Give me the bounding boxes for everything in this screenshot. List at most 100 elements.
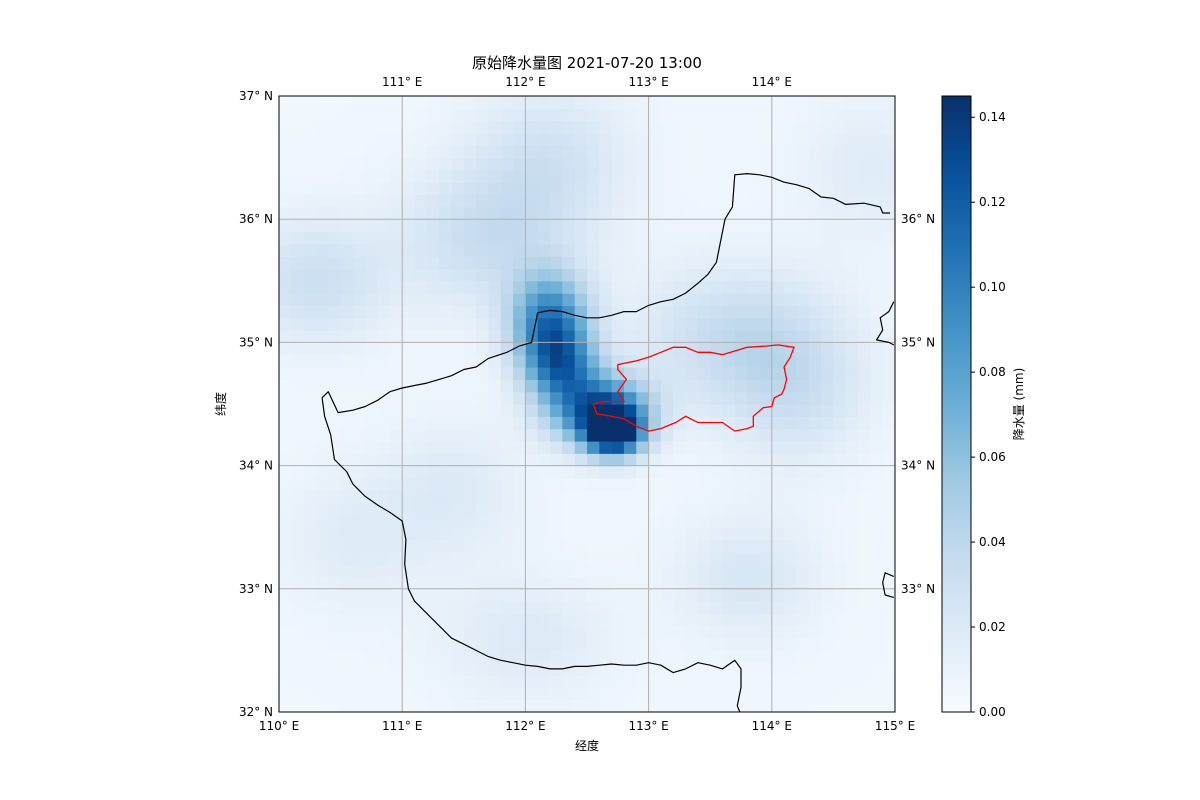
raster-cell	[796, 662, 810, 676]
raster-cell	[784, 662, 798, 676]
raster-cell	[685, 576, 699, 590]
raster-cell	[648, 477, 662, 491]
raster-cell	[537, 354, 551, 368]
raster-cell	[587, 502, 600, 516]
raster-cell	[734, 453, 748, 467]
raster-cell	[673, 330, 687, 343]
raster-cell	[697, 551, 711, 565]
raster-cell	[784, 453, 798, 467]
raster-cell	[426, 514, 440, 528]
raster-cell	[747, 206, 761, 220]
raster-cell	[808, 120, 822, 134]
raster-cell	[697, 687, 711, 701]
raster-cell	[882, 638, 895, 651]
raster-cell	[648, 379, 662, 393]
raster-cell	[710, 625, 724, 639]
raster-cell	[710, 453, 724, 467]
raster-cell	[623, 120, 637, 134]
raster-cell	[377, 514, 391, 528]
raster-cell	[500, 675, 514, 688]
raster-cell	[673, 169, 687, 183]
raster-cell	[858, 231, 871, 245]
raster-cell	[587, 440, 600, 454]
raster-cell	[365, 243, 379, 257]
raster-cell	[303, 354, 317, 368]
raster-cell	[562, 601, 576, 615]
raster-cell	[562, 231, 576, 245]
raster-cell	[808, 490, 822, 504]
raster-cell	[426, 354, 440, 368]
raster-cell	[525, 601, 539, 615]
raster-cell	[636, 440, 650, 454]
raster-cell	[623, 342, 637, 356]
raster-cell	[451, 490, 465, 504]
raster-cell	[315, 551, 329, 565]
raster-cell	[377, 96, 391, 109]
raster-cell	[377, 219, 391, 233]
raster-cell	[279, 206, 292, 220]
raster-cell	[328, 391, 342, 405]
raster-cell	[660, 613, 674, 627]
raster-cell	[771, 440, 785, 454]
raster-cell	[352, 182, 366, 196]
raster-cell	[599, 576, 613, 590]
raster-cell	[513, 601, 526, 615]
raster-cell	[858, 662, 871, 676]
raster-cell	[870, 367, 884, 380]
raster-cell	[808, 305, 822, 319]
raster-cell	[648, 675, 662, 688]
raster-cell	[636, 502, 650, 516]
raster-cell	[784, 132, 798, 146]
raster-cell	[525, 206, 539, 220]
raster-cell	[463, 96, 477, 109]
raster-cell	[660, 145, 674, 159]
raster-cell	[402, 625, 416, 639]
raster-cell	[587, 391, 600, 405]
raster-cell	[303, 625, 317, 639]
raster-cell	[315, 182, 329, 196]
raster-cell	[722, 588, 736, 602]
raster-cell	[747, 564, 761, 578]
raster-cell	[697, 293, 711, 307]
raster-cell	[821, 169, 834, 183]
raster-cell	[340, 145, 354, 159]
raster-cell	[685, 342, 699, 356]
raster-cell	[796, 601, 810, 615]
raster-cell	[562, 157, 576, 171]
raster-cell	[636, 699, 650, 712]
raster-cell	[389, 317, 403, 331]
raster-cell	[377, 280, 391, 294]
raster-cell	[587, 613, 600, 627]
raster-cell	[858, 219, 871, 233]
raster-cell	[673, 145, 687, 159]
raster-cell	[574, 280, 588, 294]
raster-cell	[340, 453, 354, 467]
raster-cell	[870, 96, 884, 109]
raster-cell	[697, 243, 711, 257]
raster-cell	[821, 428, 834, 442]
raster-cell	[414, 391, 428, 405]
raster-cell	[439, 280, 453, 294]
raster-cell	[710, 551, 724, 565]
raster-cell	[660, 194, 674, 208]
raster-cell	[377, 379, 391, 393]
raster-cell	[352, 256, 366, 270]
raster-cell	[476, 551, 490, 565]
raster-cell	[488, 539, 502, 553]
raster-cell	[870, 120, 884, 134]
raster-cell	[291, 650, 305, 664]
raster-cell	[389, 268, 403, 282]
raster-cell	[365, 625, 379, 639]
raster-cell	[685, 379, 699, 393]
raster-cell	[500, 662, 514, 676]
raster-cell	[636, 317, 650, 331]
raster-cell	[550, 367, 563, 380]
raster-cell	[747, 675, 761, 688]
raster-cell	[439, 613, 453, 627]
raster-cell	[550, 169, 563, 183]
raster-cell	[636, 490, 650, 504]
raster-cell	[328, 379, 342, 393]
raster-cell	[821, 280, 834, 294]
raster-cell	[623, 404, 637, 417]
raster-cell	[685, 588, 699, 602]
